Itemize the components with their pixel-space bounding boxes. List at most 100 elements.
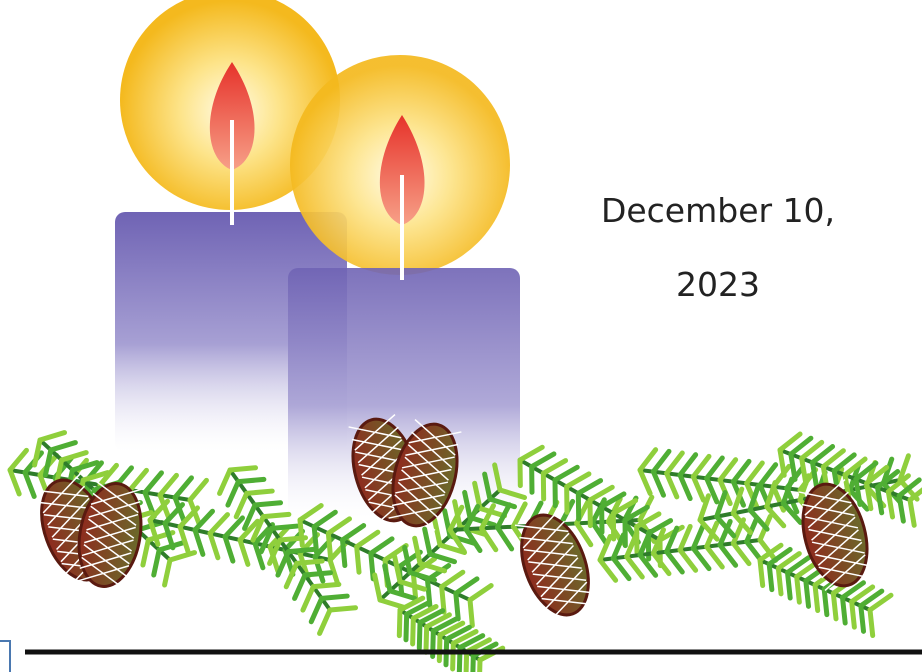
date-line: 2023: [676, 265, 760, 304]
needle: [228, 482, 238, 505]
needle: [627, 557, 643, 577]
needle: [791, 454, 795, 479]
needle: [843, 598, 846, 623]
date-line: December 10,: [601, 191, 835, 230]
needle: [145, 473, 161, 493]
needle: [330, 608, 356, 610]
frame-corner: [0, 641, 10, 672]
needle: [653, 472, 663, 496]
needle: [311, 598, 321, 621]
needle: [778, 568, 781, 593]
needle: [25, 473, 34, 497]
needle: [733, 543, 749, 563]
needle: [305, 573, 331, 575]
needle: [320, 610, 330, 633]
needle: [10, 450, 26, 470]
needle: [225, 518, 242, 537]
needle: [406, 614, 407, 640]
candles: [115, 0, 520, 518]
needle: [288, 549, 314, 551]
needle: [220, 470, 230, 493]
needle: [272, 526, 298, 528]
needle: [435, 520, 440, 545]
needle: [733, 461, 749, 481]
needle: [797, 577, 800, 602]
needle: [170, 553, 195, 560]
needle: [165, 560, 170, 585]
needle: [861, 606, 864, 631]
needle: [380, 600, 405, 608]
needle: [62, 453, 87, 460]
needle: [899, 496, 903, 521]
needle: [555, 467, 577, 480]
needle: [375, 575, 380, 600]
needle: [395, 557, 400, 582]
needle: [130, 470, 146, 490]
needle: [210, 515, 227, 534]
needle: [788, 573, 791, 598]
needle: [470, 600, 472, 626]
needle: [813, 463, 817, 488]
needle: [300, 520, 302, 546]
needle: [720, 545, 736, 565]
needle: [371, 539, 392, 553]
needle: [720, 460, 736, 480]
needle: [693, 477, 703, 501]
needle: [230, 468, 256, 470]
needle: [600, 560, 616, 580]
needle: [667, 473, 677, 497]
needle: [240, 540, 248, 564]
needle: [543, 461, 565, 474]
needle: [717, 492, 725, 516]
needle: [769, 564, 772, 589]
needle: [680, 455, 696, 475]
needle: [313, 584, 339, 586]
needle: [613, 558, 629, 578]
needle: [426, 627, 427, 653]
needle: [328, 519, 349, 533]
needle: [498, 528, 512, 549]
needle: [160, 475, 176, 495]
needle: [343, 540, 345, 566]
needle: [40, 433, 65, 440]
needle: [357, 547, 359, 573]
needle: [910, 500, 914, 525]
needle: [806, 581, 809, 606]
needle: [707, 458, 723, 478]
needle: [456, 579, 477, 593]
needle: [747, 463, 763, 483]
needle: [413, 618, 414, 644]
needle: [815, 585, 818, 610]
needle: [343, 526, 364, 540]
needle: [520, 447, 542, 460]
needle: [680, 550, 696, 570]
needle: [35, 440, 40, 465]
needle: [532, 454, 554, 467]
needle: [470, 586, 491, 600]
needle: [760, 560, 763, 585]
needle: [439, 635, 440, 661]
needle: [180, 527, 188, 551]
needle: [51, 443, 76, 450]
needle: [297, 561, 323, 563]
needle: [175, 478, 191, 498]
needle: [425, 529, 430, 554]
needle: [456, 593, 458, 619]
needle: [590, 487, 612, 500]
needle: [852, 602, 855, 627]
needle: [567, 474, 589, 487]
needle: [833, 593, 836, 618]
needle: [255, 503, 281, 505]
needle: [190, 480, 206, 500]
needle: [415, 538, 420, 563]
needle: [693, 525, 703, 549]
needle: [328, 533, 330, 559]
needle: [295, 575, 305, 598]
bulletin-cover: December 10, 2023: [0, 0, 922, 672]
needle: [870, 610, 873, 635]
needle: [154, 550, 159, 575]
needle: [263, 514, 289, 516]
page: December 10, 2023 (() => { const data = …: [0, 0, 922, 672]
needle: [824, 589, 827, 614]
needle: [466, 652, 467, 672]
